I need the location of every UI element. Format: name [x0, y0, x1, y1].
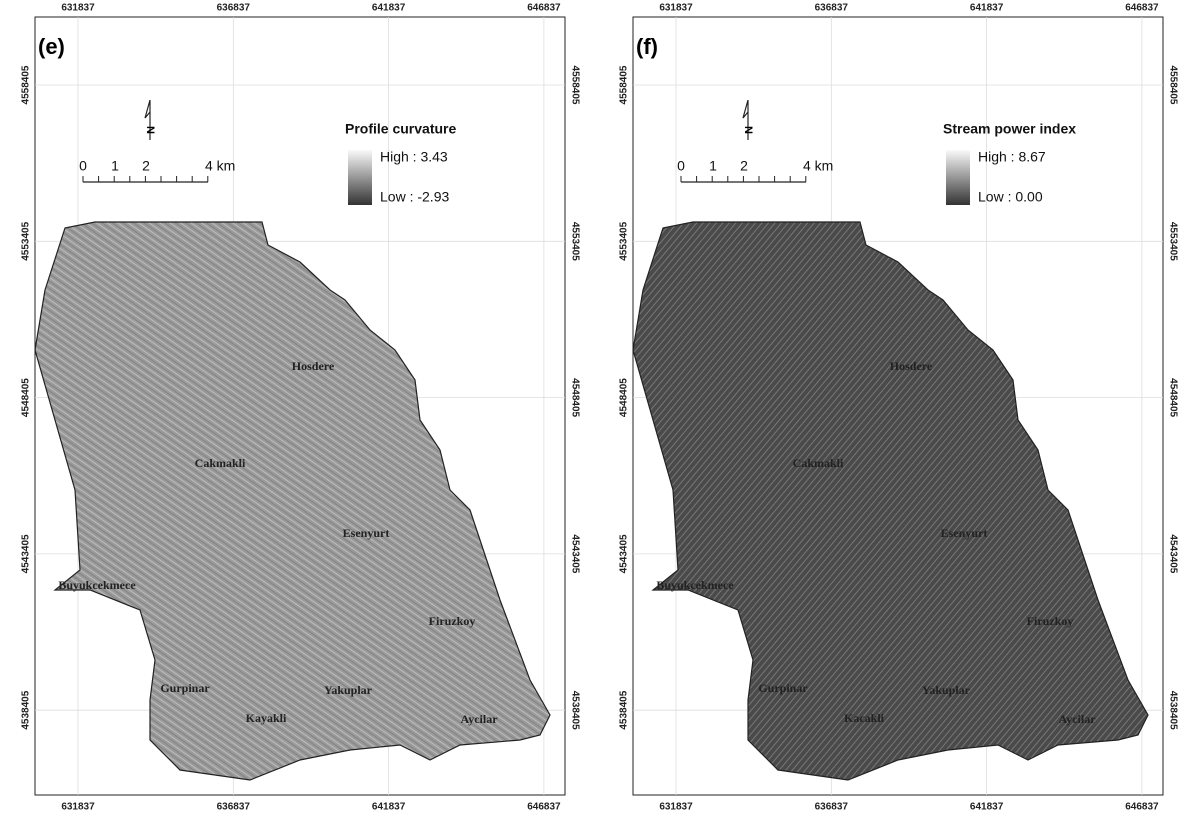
y-coordinate-label: 4553405 — [619, 221, 630, 260]
legend-high: High : 3.43 — [380, 149, 448, 165]
scale-label: 0 — [677, 158, 685, 174]
place-name: Cakmakli — [793, 456, 844, 470]
legend-title: Profile curvature — [345, 121, 456, 137]
y-coordinate-label: 4538405 — [569, 691, 580, 730]
y-coordinate-label: 4538405 — [21, 690, 32, 729]
scale-label: 4 km — [803, 158, 833, 174]
x-coordinate-label: 631837 — [61, 3, 95, 14]
y-coordinate-label: 4553405 — [1167, 222, 1178, 261]
y-coordinate-label: 4543405 — [619, 534, 630, 573]
y-coordinate-label: 4538405 — [619, 690, 630, 729]
panel-label: (f) — [636, 34, 658, 59]
y-coordinate-label: 4538405 — [1167, 691, 1178, 730]
y-coordinate-label: 4558405 — [21, 65, 32, 104]
y-coordinate-label: 4558405 — [1167, 66, 1178, 105]
y-coordinate-label: 4558405 — [569, 66, 580, 105]
north-label: N — [742, 126, 754, 134]
y-coordinate-label: 4548405 — [569, 378, 580, 417]
place-name: Esenyurt — [941, 526, 988, 540]
x-coordinate-label: 636837 — [217, 3, 251, 14]
place-name: Hosdere — [292, 359, 335, 373]
legend-low: Low : -2.93 — [380, 189, 449, 205]
x-coordinate-label: 631837 — [659, 802, 693, 813]
place-name: Yakuplar — [324, 683, 373, 697]
place-name: Gurpinar — [758, 681, 808, 695]
x-coordinate-label: 631837 — [61, 802, 95, 813]
x-coordinate-label: 636837 — [815, 802, 849, 813]
scale-label: 2 — [142, 158, 150, 174]
place-name: Yakuplar — [922, 683, 971, 697]
place-name: Kacakli — [844, 711, 885, 725]
x-coordinate-label: 631837 — [659, 3, 693, 14]
place-name: Hosdere — [890, 359, 933, 373]
figure: 631837 631837 636837 636837 641837 641837 6468… — [0, 0, 1190, 818]
x-coordinate-label: 646837 — [1125, 802, 1159, 813]
place-name: Buyukcekmece — [58, 578, 136, 592]
x-coordinate-label: 641837 — [970, 802, 1004, 813]
place-name: Gurpinar — [160, 681, 210, 695]
scale-label: 1 — [709, 158, 717, 174]
y-coordinate-label: 4553405 — [21, 221, 32, 260]
map-panel: 631837 631837 636837 636837 641837 641837 6468… — [619, 3, 1179, 813]
x-coordinate-label: 646837 — [527, 802, 561, 813]
y-coordinate-label: 4558405 — [619, 65, 630, 104]
scale-label: 4 km — [205, 158, 235, 174]
y-coordinate-label: 4548405 — [1167, 378, 1178, 417]
legend-high: High : 8.67 — [978, 149, 1046, 165]
legend-ramp — [946, 150, 970, 205]
place-name: Buyukcekmece — [656, 578, 734, 592]
legend-title: Stream power index — [943, 121, 1076, 137]
scale-label: 2 — [740, 158, 748, 174]
y-coordinate-label: 4548405 — [619, 378, 630, 417]
legend-low: Low : 0.00 — [978, 189, 1043, 205]
x-coordinate-label: 646837 — [1125, 3, 1159, 14]
x-coordinate-label: 641837 — [372, 3, 406, 14]
y-coordinate-label: 4543405 — [569, 534, 580, 573]
north-label: N — [144, 126, 156, 134]
map-panel: 631837 631837 636837 636837 641837 641837 6468… — [21, 3, 581, 813]
y-coordinate-label: 4553405 — [569, 222, 580, 261]
y-coordinate-label: 4548405 — [21, 378, 32, 417]
x-coordinate-label: 636837 — [815, 3, 849, 14]
place-name: Firuzkoy — [1027, 614, 1074, 628]
place-name: Firuzkoy — [429, 614, 476, 628]
place-name: Cakmakli — [195, 456, 246, 470]
y-coordinate-label: 4543405 — [1167, 534, 1178, 573]
scale-label: 1 — [111, 158, 119, 174]
place-name: Aycilar — [460, 712, 498, 726]
legend-ramp — [348, 150, 372, 205]
x-coordinate-label: 641837 — [372, 802, 406, 813]
panel-label: (e) — [38, 34, 65, 59]
place-name: Aycilar — [1058, 712, 1096, 726]
y-coordinate-label: 4543405 — [21, 534, 32, 573]
x-coordinate-label: 636837 — [217, 802, 251, 813]
place-name: Esenyurt — [343, 526, 390, 540]
x-coordinate-label: 641837 — [970, 3, 1004, 14]
scale-label: 0 — [79, 158, 87, 174]
x-coordinate-label: 646837 — [527, 3, 561, 14]
place-name: Kayakli — [246, 711, 287, 725]
